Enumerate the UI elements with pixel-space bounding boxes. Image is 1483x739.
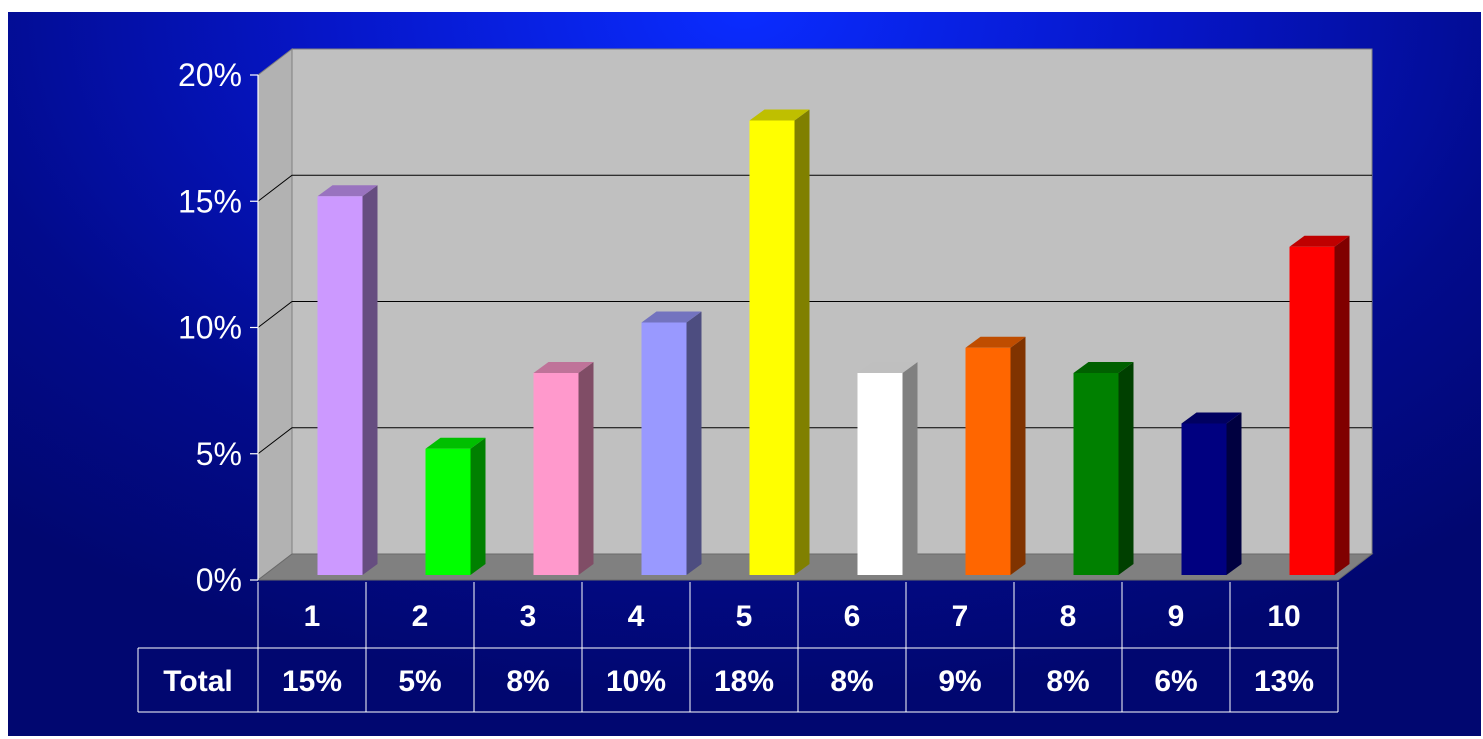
bar-9 <box>1181 412 1242 575</box>
data-label: 18% <box>714 665 774 698</box>
bar-front <box>965 347 1011 575</box>
bar-6 <box>857 362 918 575</box>
bar-side <box>578 362 594 575</box>
series-name: Total <box>163 665 232 698</box>
bars <box>317 109 1350 575</box>
data-label: 15% <box>282 665 342 698</box>
category-label: 9 <box>1168 600 1185 633</box>
bar-front <box>533 373 579 575</box>
category-label: 2 <box>412 600 429 633</box>
data-label: 8% <box>1046 665 1089 698</box>
data-table: 1 2 3 4 5 6 7 8 9 10 Total 15% 5% 8% 10% 18% 8% 9% 8% 6% 13% <box>137 582 1339 713</box>
bar-4 <box>641 311 702 575</box>
y-tick-label: 5% <box>196 436 242 472</box>
bar-side <box>686 311 702 575</box>
data-label: 8% <box>506 665 549 698</box>
gridline <box>257 174 1372 202</box>
bar-top <box>857 362 918 373</box>
data-label: 5% <box>398 665 441 698</box>
bar-side <box>1334 235 1350 575</box>
bar-side <box>362 185 378 575</box>
bar-top <box>533 362 594 373</box>
data-label: 10% <box>606 665 666 698</box>
bar-front <box>1073 373 1119 575</box>
category-label: 1 <box>304 600 321 633</box>
bar-top <box>425 437 486 449</box>
category-label: 4 <box>628 600 645 633</box>
bar-8 <box>1073 362 1134 575</box>
data-label: 6% <box>1154 665 1197 698</box>
bar-top <box>1181 412 1242 424</box>
bar-5 <box>749 109 810 575</box>
category-label: 5 <box>736 600 753 633</box>
data-label: 13% <box>1254 665 1314 698</box>
gridline <box>257 301 1372 328</box>
bar-side <box>1226 412 1242 575</box>
data-table-grid <box>137 582 1339 713</box>
y-tick-label: 0% <box>196 562 242 598</box>
bar-2 <box>425 437 486 575</box>
bar-front <box>641 322 687 575</box>
bar-3 <box>533 362 594 575</box>
bar-front <box>749 120 795 575</box>
bar-side <box>902 362 918 575</box>
bar-front <box>317 196 363 575</box>
bar-10 <box>1289 235 1350 575</box>
y-tick-label: 10% <box>178 310 242 346</box>
data-label: 8% <box>830 665 873 698</box>
category-label: 8 <box>1060 600 1077 633</box>
bar-1 <box>317 185 378 575</box>
y-axis: 0% 5% 10% 15% 20% <box>178 57 259 598</box>
category-label: 7 <box>952 600 969 633</box>
bar-7 <box>965 336 1026 575</box>
y-tick-label: 15% <box>178 183 242 219</box>
data-label: 9% <box>938 665 981 698</box>
bar-top <box>317 185 378 197</box>
category-label: 10 <box>1267 600 1300 633</box>
bar-front <box>857 373 903 575</box>
bar-front <box>1289 246 1335 575</box>
bar-side <box>794 109 810 575</box>
bar-front <box>1181 423 1227 575</box>
category-label: 3 <box>520 600 537 633</box>
bar-side <box>470 437 486 575</box>
y-tick-label: 20% <box>178 57 242 93</box>
bar-top <box>641 311 702 323</box>
category-label: 6 <box>844 600 861 633</box>
bar-side <box>1010 336 1026 575</box>
bar-top <box>749 109 810 121</box>
bar-top <box>1073 362 1134 373</box>
bar-side <box>1118 362 1134 575</box>
bar-top <box>965 336 1026 348</box>
bar-top <box>1289 235 1350 247</box>
bar-front <box>425 448 471 575</box>
